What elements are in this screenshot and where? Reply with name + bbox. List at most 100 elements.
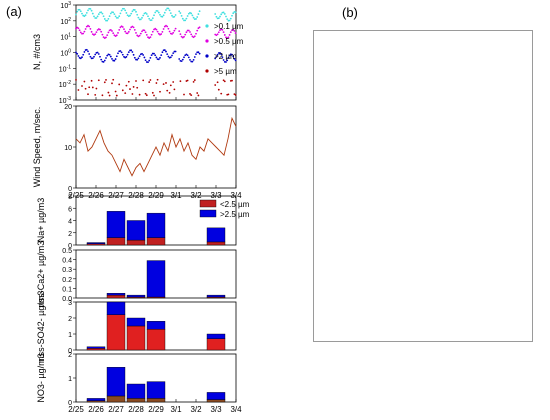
data-point xyxy=(115,34,118,37)
y-tick-label: 2 xyxy=(68,316,72,323)
data-point xyxy=(179,33,182,36)
data-point xyxy=(156,10,159,12)
y-tick-label: 1 xyxy=(68,376,72,383)
data-point xyxy=(137,16,140,19)
x-tick-label: 2/29 xyxy=(148,405,164,414)
data-point xyxy=(84,14,87,17)
y-tick-label: 0 xyxy=(68,243,72,250)
data-point xyxy=(217,17,220,20)
data-point xyxy=(112,32,115,35)
data-point xyxy=(168,9,171,12)
data-point xyxy=(95,87,98,90)
data-point xyxy=(83,80,86,83)
data-point xyxy=(90,79,93,82)
data-point xyxy=(101,33,104,36)
data-point xyxy=(195,53,197,55)
data-point xyxy=(101,94,104,97)
data-point xyxy=(125,12,128,14)
data-point xyxy=(189,31,191,33)
data-point xyxy=(96,15,99,18)
data-point xyxy=(222,79,225,82)
data-point xyxy=(100,58,103,61)
data-point xyxy=(88,53,91,55)
data-point xyxy=(167,7,170,10)
data-point xyxy=(156,78,159,81)
data-point xyxy=(180,35,183,38)
data-point xyxy=(214,57,217,60)
data-point xyxy=(141,52,143,55)
data-point xyxy=(90,30,93,33)
bar-fine xyxy=(146,398,166,403)
legend-label: >5 µm xyxy=(214,67,237,76)
data-point xyxy=(95,17,98,19)
y-tick-label: 10-3 xyxy=(59,96,71,105)
bar-coarse xyxy=(106,293,126,296)
data-point xyxy=(153,52,155,55)
data-point xyxy=(112,78,115,81)
data-point xyxy=(118,28,121,31)
data-point xyxy=(95,31,98,34)
data-point xyxy=(192,36,195,39)
legend-swatch xyxy=(199,199,217,208)
x-tick-label: 2/27 xyxy=(108,405,124,414)
bar-coarse xyxy=(86,346,106,349)
y-tick-label: 2 xyxy=(68,352,72,359)
data-point xyxy=(136,13,139,16)
bar-coarse xyxy=(126,294,146,298)
data-point xyxy=(107,17,110,20)
data-point xyxy=(186,79,189,82)
data-point xyxy=(181,17,184,20)
y-tick-label: 4 xyxy=(68,219,72,226)
y-tick-label: 10-2 xyxy=(59,80,71,89)
legend-swatch xyxy=(199,209,217,218)
data-point xyxy=(83,51,86,53)
data-point xyxy=(147,15,149,18)
data-point xyxy=(108,53,111,56)
data-point xyxy=(136,58,139,61)
data-point xyxy=(119,12,122,15)
data-point xyxy=(156,30,159,33)
data-point xyxy=(163,25,166,28)
data-point xyxy=(196,16,199,18)
bar-fine xyxy=(146,329,166,351)
bar-coarse xyxy=(126,220,146,241)
bar-fine xyxy=(206,241,226,246)
data-point xyxy=(120,51,123,54)
data-point xyxy=(172,81,175,83)
data-point xyxy=(135,10,137,13)
data-point xyxy=(112,11,115,14)
data-point xyxy=(149,56,152,59)
data-point xyxy=(97,79,100,82)
data-point xyxy=(91,86,94,89)
data-point xyxy=(123,7,125,10)
data-point xyxy=(75,51,77,54)
data-point xyxy=(223,34,226,36)
y-tick-label: 3 xyxy=(68,300,72,307)
data-point xyxy=(88,86,91,89)
data-point xyxy=(130,49,133,52)
bar-coarse xyxy=(206,294,226,298)
legend-label: >0.5 µm xyxy=(214,37,244,46)
data-point xyxy=(121,26,124,28)
data-point xyxy=(166,89,169,92)
data-point xyxy=(214,13,217,15)
bar-fine xyxy=(206,399,226,403)
data-point xyxy=(77,27,80,30)
data-point xyxy=(232,55,235,58)
data-point xyxy=(142,54,145,56)
data-point xyxy=(141,30,143,33)
data-point xyxy=(150,19,153,21)
data-point xyxy=(82,32,85,35)
data-point xyxy=(127,51,130,54)
data-point xyxy=(217,31,220,34)
data-point xyxy=(93,15,95,18)
data-point xyxy=(89,27,92,30)
data-point xyxy=(229,17,232,20)
data-point xyxy=(100,30,103,33)
data-point xyxy=(163,11,166,14)
data-point xyxy=(193,56,196,58)
data-point xyxy=(150,54,153,57)
data-point xyxy=(154,54,157,57)
data-point xyxy=(144,59,147,62)
data-point xyxy=(214,84,217,86)
